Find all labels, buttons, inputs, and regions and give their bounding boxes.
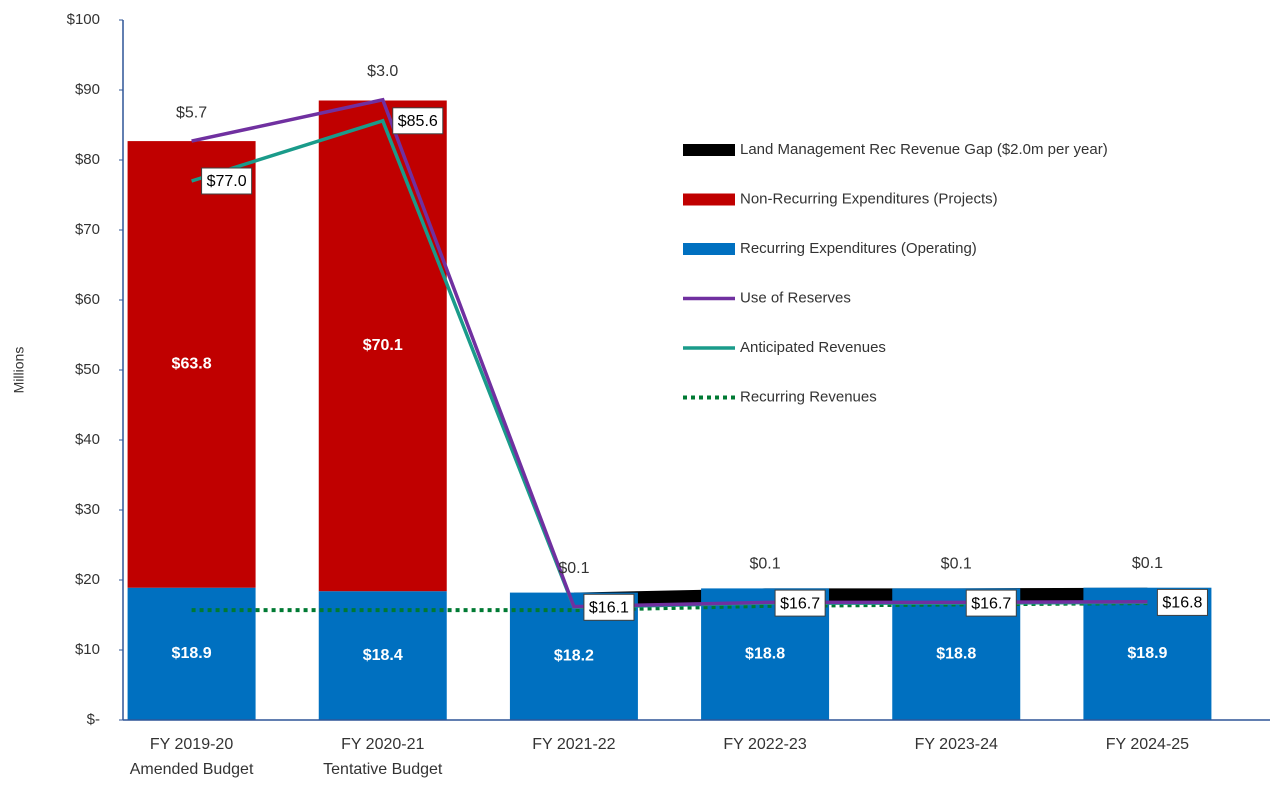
bar-segment bbox=[127, 141, 256, 588]
label-box bbox=[774, 589, 826, 617]
legend-label: Recurring Revenues bbox=[740, 388, 877, 405]
line-value-label: $16.7 bbox=[971, 595, 1011, 612]
line-value-label: $3.0 bbox=[367, 63, 398, 80]
bar-value-label: $70.1 bbox=[363, 337, 403, 354]
label-box bbox=[1156, 588, 1208, 616]
boxed-label: $16.1 bbox=[583, 593, 635, 621]
line-value-label: $0.1 bbox=[558, 560, 589, 577]
y-tick-label: $- bbox=[87, 711, 100, 728]
boxed-label: $85.6 bbox=[392, 107, 444, 135]
y-tick-label: $100 bbox=[67, 11, 100, 28]
legend-label: Non-Recurring Expenditures (Projects) bbox=[740, 190, 998, 207]
label-box bbox=[965, 589, 1017, 617]
bar-value-label: $18.4 bbox=[363, 647, 403, 664]
x-tick-label: FY 2023-24 bbox=[915, 736, 998, 753]
boxed-label: $16.7 bbox=[965, 589, 1017, 617]
x-tick-label: Amended Budget bbox=[130, 761, 254, 778]
line-value-label: $77.0 bbox=[207, 173, 247, 190]
label-box bbox=[583, 593, 635, 621]
bar-value-label: $63.8 bbox=[172, 356, 212, 373]
x-tick-label: FY 2022-23 bbox=[723, 736, 806, 753]
legend-swatch bbox=[683, 144, 735, 156]
x-tick-label: Tentative Budget bbox=[323, 761, 443, 778]
y-tick-label: $20 bbox=[75, 571, 100, 588]
legend-swatch bbox=[683, 193, 735, 206]
boxed-label: $77.0 bbox=[201, 167, 253, 195]
line-value-label: $0.1 bbox=[1132, 555, 1163, 572]
y-tick-label: $50 bbox=[75, 361, 100, 378]
line-value-label: $16.1 bbox=[589, 600, 629, 617]
legend-label: Recurring Expenditures (Operating) bbox=[740, 240, 977, 257]
y-tick-label: $90 bbox=[75, 81, 100, 98]
bar-value-label: $18.8 bbox=[745, 645, 785, 662]
bar-segment bbox=[318, 591, 447, 720]
x-tick-label: FY 2019-20 bbox=[150, 736, 233, 753]
legend-swatch bbox=[683, 243, 735, 255]
line-value-label: $0.1 bbox=[941, 556, 972, 573]
bar-value-label: $18.8 bbox=[936, 645, 976, 662]
x-tick-label: FY 2021-22 bbox=[532, 736, 615, 753]
line-value-label: $16.7 bbox=[780, 595, 820, 612]
bar-segment bbox=[318, 100, 447, 592]
line-value-label: $5.7 bbox=[176, 104, 207, 121]
bar-value-label: $18.2 bbox=[554, 648, 594, 665]
y-tick-label: $40 bbox=[75, 431, 100, 448]
boxed-label: $16.8 bbox=[1156, 588, 1208, 616]
x-tick-label: FY 2024-25 bbox=[1106, 736, 1189, 753]
x-tick-label: FY 2020-21 bbox=[341, 736, 424, 753]
y-tick-label: $10 bbox=[75, 641, 100, 658]
label-box bbox=[392, 107, 444, 135]
bar-value-label: $18.9 bbox=[172, 645, 212, 662]
label-box bbox=[201, 167, 253, 195]
y-tick-label: $80 bbox=[75, 151, 100, 168]
y-tick-label: $60 bbox=[75, 291, 100, 308]
line-value-label: $16.8 bbox=[1162, 595, 1202, 612]
y-tick-label: $70 bbox=[75, 221, 100, 238]
legend-label: Use of Reserves bbox=[740, 289, 851, 306]
legend-label: Anticipated Revenues bbox=[740, 339, 886, 356]
y-axis-label: Millions bbox=[11, 347, 27, 394]
line-value-label: $0.1 bbox=[750, 556, 781, 573]
line-value-label: $85.6 bbox=[398, 113, 438, 130]
y-tick-label: $30 bbox=[75, 501, 100, 518]
bar-value-label: $18.9 bbox=[1127, 645, 1167, 662]
boxed-label: $16.7 bbox=[774, 589, 826, 617]
legend-label: Land Management Rec Revenue Gap ($2.0m p… bbox=[740, 141, 1108, 158]
